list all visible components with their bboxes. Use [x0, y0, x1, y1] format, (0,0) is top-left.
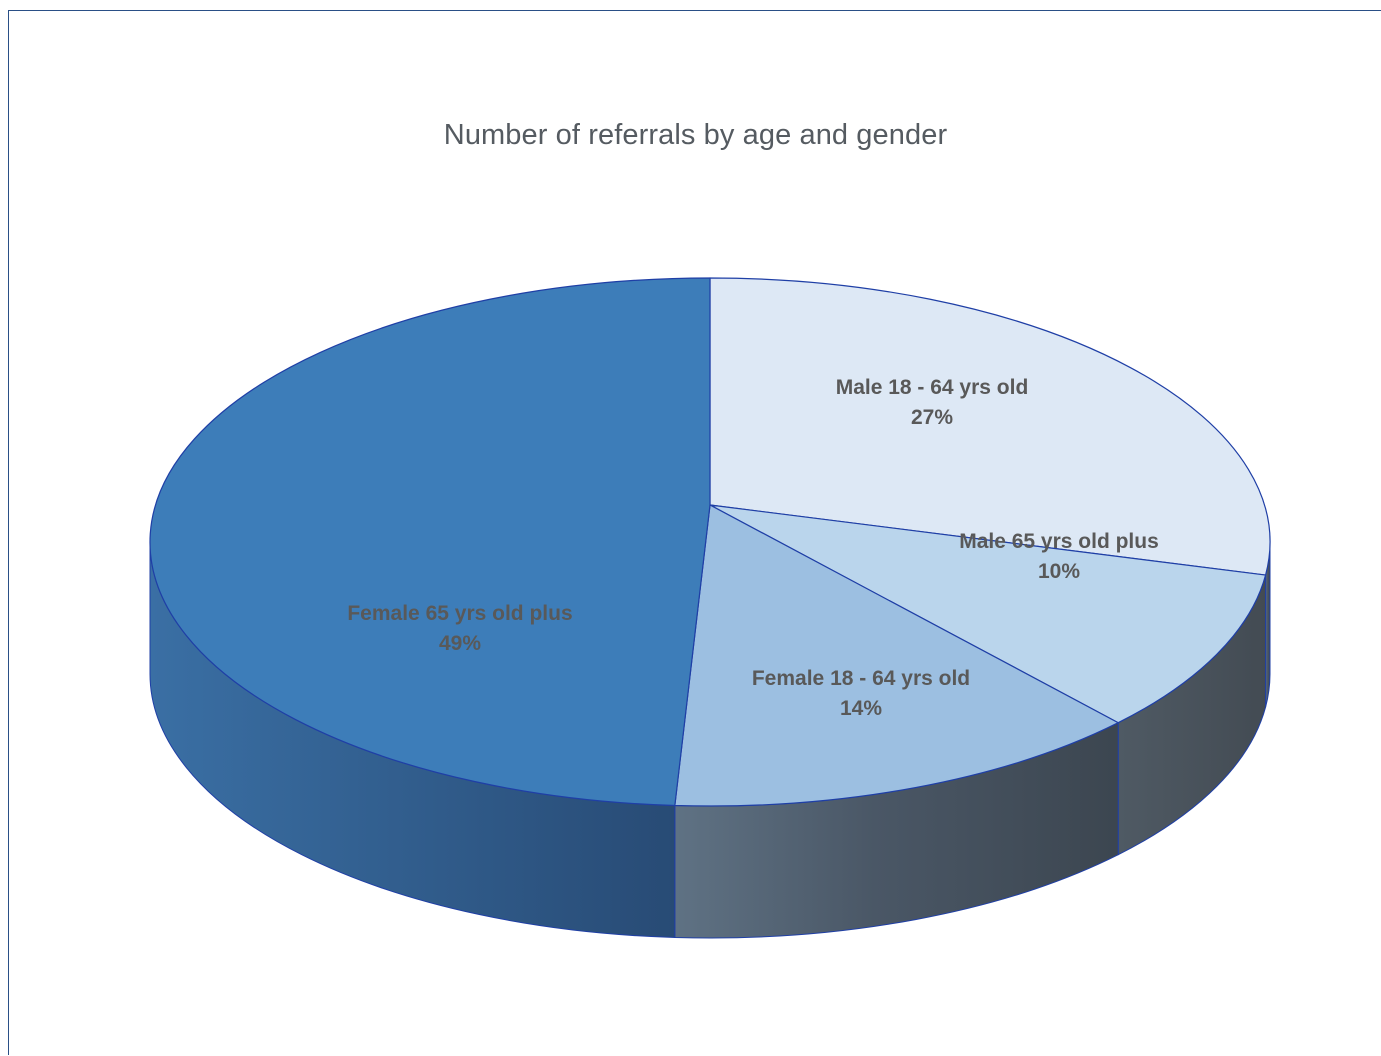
slice-label-2: Female 18 - 64 yrs old: [752, 667, 970, 690]
slice-percent-1: 10%: [1038, 560, 1080, 583]
slice-percent-3: 49%: [439, 632, 481, 655]
pie-slices: [149, 277, 1271, 807]
pie-slice-2: [674, 504, 1119, 807]
chart-frame: Number of referrals by age and gender Ma…: [8, 10, 1381, 1055]
pie-labels: Male 18 - 64 yrs old 27% Male 65 yrs old p…: [347, 376, 1158, 720]
slice-label-0: Male 18 - 64 yrs old: [836, 376, 1029, 399]
pie-slice-1: [709, 504, 1267, 724]
pie-slice-3: [149, 277, 711, 807]
slice-label-3: Female 65 yrs old plus: [347, 602, 572, 625]
pie-sides: [149, 541, 1271, 939]
pie-slice-0: [709, 277, 1271, 576]
slice-percent-0: 27%: [911, 406, 953, 429]
slice-percent-2: 14%: [840, 697, 882, 720]
slice-label-1: Male 65 yrs old plus: [959, 530, 1159, 553]
chart-title: Number of referrals by age and gender: [443, 119, 948, 151]
